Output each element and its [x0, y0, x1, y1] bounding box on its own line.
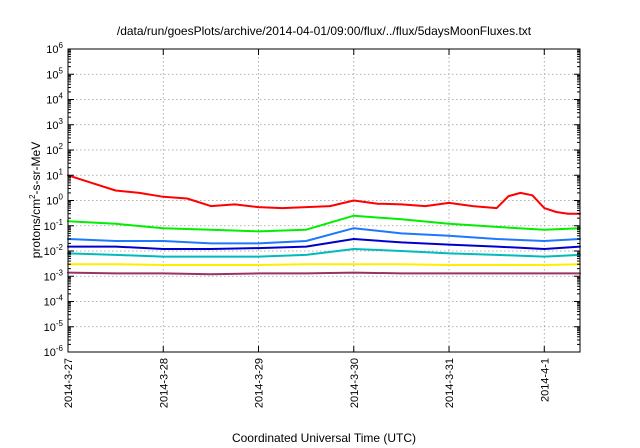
- y-tick-label-exponent: 6: [59, 41, 64, 50]
- y-tick-label: 10-4: [44, 294, 64, 309]
- y-tick-label-exponent: -5: [56, 319, 64, 328]
- series-line: [67, 238, 581, 250]
- y-tick-label-base: 10: [46, 44, 58, 56]
- y-tick-label-exponent: 0: [59, 193, 64, 202]
- y-tick-label-base: 10: [44, 347, 56, 359]
- ticks: [67, 48, 580, 353]
- series-line: [67, 174, 581, 215]
- y-tick-label: 10-2: [44, 243, 64, 258]
- y-axis-label: protons/cm2-s-sr-MeV: [28, 142, 43, 258]
- series-line: [67, 248, 581, 258]
- series-line: [67, 271, 581, 276]
- x-tick-label: 2014-3-31: [444, 358, 456, 408]
- series-line: [67, 227, 581, 245]
- series-layer: [67, 174, 581, 276]
- grid: [67, 49, 580, 352]
- y-tick-label-base: 10: [44, 322, 56, 334]
- y-tick-label: 10-3: [44, 268, 64, 283]
- y-tick-label-exponent: 1: [59, 167, 64, 176]
- y-tick-label: 101: [46, 167, 63, 182]
- y-tick-label-base: 10: [44, 297, 56, 309]
- y-tick-label: 10-1: [44, 218, 64, 233]
- series-line: [67, 263, 581, 266]
- y-tick-label-exponent: 4: [59, 92, 64, 101]
- x-tick-label: 2014-3-29: [254, 358, 266, 408]
- y-tick-label-base: 10: [46, 145, 58, 157]
- y-tick-label: 10-5: [44, 319, 64, 334]
- x-axis-label: Coordinated Universal Time (UTC): [232, 431, 416, 445]
- y-tick-label-base: 10: [46, 69, 58, 81]
- y-tick-label-exponent: 3: [59, 117, 64, 126]
- y-tick-label-exponent: -6: [56, 344, 64, 353]
- y-tick-label: 105: [46, 66, 63, 81]
- x-tick-label: 2014-3-30: [349, 358, 361, 408]
- x-tick-labels: 2014-3-27 2014-3-28 2014-3-29 2014-3-30 2014…: [63, 358, 551, 408]
- y-tick-label: 103: [46, 117, 63, 132]
- y-tick-label: 106: [46, 41, 63, 56]
- series-line: [67, 214, 581, 233]
- y-tick-label-base: 10: [44, 246, 56, 258]
- y-tick-label: 104: [46, 92, 63, 107]
- y-tick-label-base: 10: [46, 95, 58, 107]
- y-axis-label-superscript: 2: [28, 194, 37, 199]
- y-axis-label-suffix: -s-sr-MeV: [29, 142, 43, 195]
- y-tick-label-exponent: 2: [59, 142, 64, 151]
- y-tick-label-base: 10: [46, 196, 58, 208]
- y-tick-label-base: 10: [46, 120, 58, 132]
- y-tick-labels: 10-610-510-410-310-210-11001011021031041…: [44, 41, 64, 359]
- y-tick-label-exponent: -1: [56, 218, 64, 227]
- y-tick-label-exponent: -3: [56, 268, 64, 277]
- y-tick-label: 100: [46, 193, 63, 208]
- y-tick-label-base: 10: [44, 271, 56, 283]
- y-tick-label-base: 10: [44, 221, 56, 233]
- chart-title: /data/run/goesPlots/archive/2014-04-01/0…: [117, 24, 532, 38]
- y-tick-label: 10-6: [44, 344, 64, 359]
- y-axis-label-prefix: protons/cm: [29, 199, 43, 258]
- y-tick-label-exponent: -4: [56, 294, 64, 303]
- y-tick-label-exponent: -2: [56, 243, 64, 252]
- x-tick-label: 2014-3-28: [158, 358, 170, 408]
- x-tick-label: 2014-4-1: [539, 358, 551, 402]
- y-tick-label: 102: [46, 142, 63, 157]
- y-tick-label-base: 10: [46, 170, 58, 182]
- y-tick-label-exponent: 5: [59, 66, 64, 75]
- x-tick-label: 2014-3-27: [63, 358, 75, 408]
